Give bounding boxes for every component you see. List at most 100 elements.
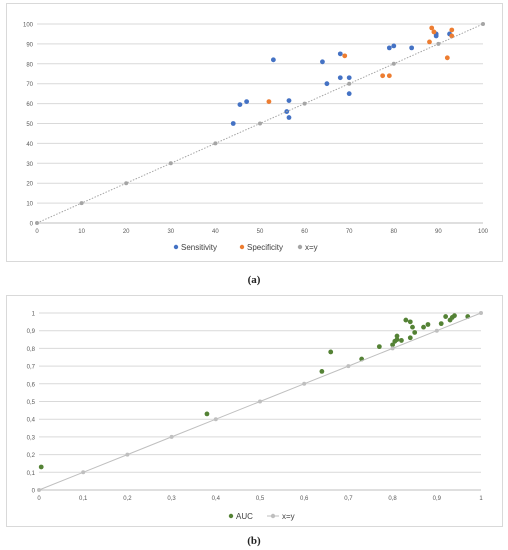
chart-a-legend-marker-specificity xyxy=(239,244,245,250)
chart-b-y-tick-label: 0,6 xyxy=(27,382,36,388)
chart-b-x-tick-label: 0,8 xyxy=(388,496,397,502)
chart-a-point-x-y xyxy=(481,22,485,26)
chart-a-point-x-y xyxy=(213,141,218,146)
chart-a-y-tick-label: 40 xyxy=(26,142,33,148)
chart-b-point-auc xyxy=(438,321,444,327)
chart-a-point-specificity xyxy=(342,53,348,59)
chart-a-point-x-y xyxy=(168,161,173,166)
chart-a-x-tick-label: 10 xyxy=(78,229,85,235)
chart-b-point-auc xyxy=(328,349,334,355)
chart-b-point-auc xyxy=(204,411,210,417)
chart-b-point-x-y xyxy=(479,311,483,315)
chart-a-point-sensitivity xyxy=(244,99,250,105)
chart-a-point-sensitivity xyxy=(409,45,415,51)
chart-a-point-x-y xyxy=(391,61,396,66)
chart-a-x-tick-label: 20 xyxy=(123,229,130,235)
chart-a-point-specificity xyxy=(431,29,437,35)
chart-a-point-sensitivity xyxy=(346,91,352,97)
chart-b-x-tick-label: 0,6 xyxy=(300,496,309,502)
chart-a-point-x-y xyxy=(347,81,352,86)
chart-b-point-x-y xyxy=(81,470,86,475)
chart-b-x-tick-label: 1 xyxy=(479,496,483,502)
chart-a-point-x-y xyxy=(302,101,307,106)
chart-a-point-sensitivity xyxy=(237,102,243,107)
chart-a-legend-marker-x-y xyxy=(297,244,303,250)
chart-a-point-specificity xyxy=(380,73,386,79)
chart-a-point-sensitivity xyxy=(270,57,276,63)
chart-a-y-tick-label: 100 xyxy=(23,23,34,29)
chart-a-point-sensitivity xyxy=(230,121,236,126)
chart-b-point-auc xyxy=(403,317,409,323)
chart-b-y-tick-label: 0,5 xyxy=(27,400,36,406)
chart-a-x-tick-label: 100 xyxy=(478,229,489,235)
chart-b-x-tick-label: 0,3 xyxy=(167,496,176,502)
chart-b-y-tick-label: 0,2 xyxy=(27,453,36,459)
chart-b-x-tick-label: 0,9 xyxy=(433,496,442,502)
chart-b-point-auc xyxy=(394,333,400,339)
chart-b-point-auc xyxy=(452,313,457,319)
chart-a-x-tick-label: 50 xyxy=(257,229,264,235)
chart-a-legend-label-specificity: Specificity xyxy=(247,243,283,252)
chart-a-x-tick-label: 70 xyxy=(346,229,353,235)
chart-a-y-tick-label: 90 xyxy=(26,42,33,48)
chart-b-x-tick-label: 0 xyxy=(37,496,41,502)
chart-a-x-tick-label: 40 xyxy=(212,229,219,235)
chart-b-x-tick-label: 0,5 xyxy=(256,496,265,502)
chart-a-point-x-y xyxy=(258,121,262,126)
chart-a-point-sensitivity xyxy=(320,59,325,65)
chart-b-point-auc xyxy=(425,322,431,327)
chart-b-panel: 0 0,1 0,2 0,3 0,4 0,5 0,6 0,7 0,8 0,9 1 0 0,1 0,2 0,3 0… xyxy=(6,295,503,527)
chart-a-x-tick-label: 30 xyxy=(167,229,174,235)
chart-b-point-auc xyxy=(376,344,382,350)
chart-b-legend-label-x-y: x=y xyxy=(282,512,295,521)
chart-b-x-tick-label: 0,7 xyxy=(344,496,353,502)
chart-a-point-sensitivity xyxy=(346,75,352,81)
chart-a-legend-label-sensitivity: Sensitivity xyxy=(181,243,217,252)
chart-b-point-x-y xyxy=(434,328,439,333)
chart-b-y-tick-label: 0,1 xyxy=(27,471,36,477)
chart-a-point-sensitivity xyxy=(337,51,343,57)
chart-b-point-x-y xyxy=(37,488,41,492)
chart-b-point-auc xyxy=(407,335,413,341)
chart-a-point-specificity xyxy=(444,55,450,61)
chart-b-x-tick-label: 0,1 xyxy=(79,496,88,502)
chart-a-point-specificity xyxy=(429,25,435,31)
chart-b-point-x-y xyxy=(302,381,307,386)
chart-a-point-sensitivity xyxy=(286,98,292,104)
chart-b-point-x-y xyxy=(346,364,351,369)
chart-b-point-auc xyxy=(407,319,413,325)
chart-a-legend-marker-sensitivity xyxy=(173,244,179,250)
chart-b-legend-marker-auc xyxy=(228,513,234,519)
chart-a-y-tick-label: 60 xyxy=(26,102,33,108)
chart-a-y-tick-label: 20 xyxy=(26,182,33,188)
chart-b-point-auc xyxy=(399,338,404,343)
chart-b-y-tick-label: 0 xyxy=(32,489,36,495)
chart-b-point-x-y xyxy=(125,452,130,457)
chart-a-point-sensitivity xyxy=(386,45,392,51)
chart-a-point-x-y xyxy=(35,221,39,225)
chart-b-point-auc xyxy=(319,369,325,374)
chart-b-y-tick-label: 0,9 xyxy=(27,329,36,335)
chart-b-point-auc xyxy=(421,324,426,330)
chart-a-x-tick-label: 90 xyxy=(435,229,442,235)
chart-a-x-tick-label: 80 xyxy=(390,229,397,235)
chart-b-point-auc xyxy=(410,324,415,330)
chart-b-point-auc xyxy=(412,330,418,335)
chart-a-point-x-y xyxy=(79,201,84,206)
chart-b-point-x-y xyxy=(390,346,395,351)
caption-b: (b) xyxy=(247,535,261,547)
chart-b-point-x-y xyxy=(169,434,174,439)
chart-b-point-auc xyxy=(394,337,400,342)
chart-a-point-specificity xyxy=(386,73,392,79)
chart-a-point-specificity xyxy=(449,27,455,33)
chart-a-x-tick-label: 0 xyxy=(35,229,39,235)
chart-b-point-auc xyxy=(38,464,44,470)
chart-a-point-x-y xyxy=(436,41,441,46)
chart-a-y-tick-label: 80 xyxy=(26,62,33,68)
chart-b-x-tick-label: 0,4 xyxy=(212,496,221,502)
chart-a-y-tick-label: 50 xyxy=(26,122,33,128)
chart-a-point-sensitivity xyxy=(391,43,397,49)
chart-b-point-x-y xyxy=(213,417,218,422)
chart-b-point-auc xyxy=(443,314,449,319)
chart-b-y-tick-label: 0,7 xyxy=(27,365,36,371)
